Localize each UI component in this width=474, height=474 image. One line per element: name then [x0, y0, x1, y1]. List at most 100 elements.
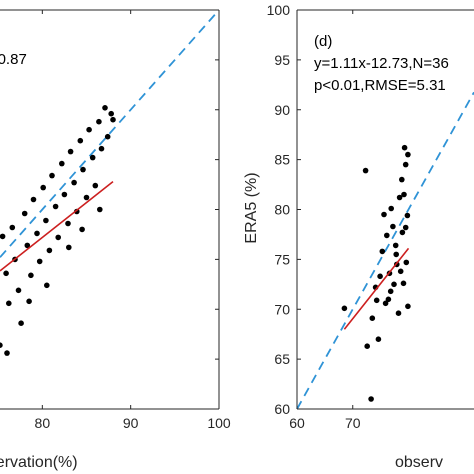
left-annotation-r: R=0.87	[0, 51, 27, 68]
data-point	[369, 315, 376, 322]
x-tick-label: 60	[289, 415, 305, 431]
data-point	[55, 234, 61, 241]
y-tick-label: 80	[274, 202, 290, 218]
data-point	[385, 296, 392, 303]
data-point	[395, 310, 402, 317]
data-point	[77, 137, 84, 144]
data-point	[49, 172, 55, 179]
data-point	[102, 105, 108, 111]
left-fit-line	[0, 180, 114, 272]
y-tick-label: 65	[274, 351, 290, 367]
data-point	[401, 144, 408, 151]
data-point	[401, 191, 407, 198]
y-tick-label: 90	[274, 102, 290, 118]
data-point	[108, 110, 114, 117]
data-point	[388, 205, 395, 212]
right-one-to-one-line	[296, 91, 474, 410]
data-point	[21, 210, 28, 217]
data-point	[393, 251, 400, 258]
data-point	[89, 154, 96, 161]
data-point	[404, 212, 411, 219]
regression-fit-line	[0, 180, 114, 272]
y-tick-label: 100	[267, 2, 291, 18]
data-point	[80, 166, 86, 173]
data-point	[362, 167, 369, 174]
left-x-tick-labels: 80 90 100	[35, 9, 231, 431]
data-point	[92, 182, 99, 189]
data-point	[402, 224, 409, 231]
data-point	[377, 273, 383, 280]
left-axes-frame	[0, 9, 220, 410]
data-point	[0, 342, 3, 348]
data-point	[373, 297, 380, 304]
data-point	[399, 229, 406, 236]
data-point	[71, 179, 77, 186]
data-point	[405, 151, 411, 158]
data-point	[59, 160, 65, 167]
data-point	[375, 336, 382, 343]
y-tick-label: 95	[274, 52, 290, 68]
data-point	[44, 282, 50, 289]
data-point	[52, 203, 59, 210]
data-point	[46, 247, 53, 254]
data-point	[65, 220, 71, 227]
x-tick-label: 100	[207, 415, 231, 431]
data-point	[97, 206, 103, 213]
data-point	[66, 244, 72, 251]
data-point	[43, 217, 49, 224]
data-point	[3, 270, 9, 277]
stats-p-rmse: p<0.01,RMSE=5.31	[314, 77, 446, 94]
data-point	[341, 305, 348, 312]
data-point	[397, 268, 404, 275]
y-tick-label: 70	[274, 301, 290, 317]
one-to-one-dashed-line	[0, 9, 220, 258]
data-point	[18, 320, 24, 327]
data-point	[403, 259, 410, 266]
x-tick-label: 80	[35, 415, 51, 431]
right-scatter-points	[341, 144, 411, 402]
data-point	[405, 303, 411, 310]
data-point	[6, 300, 12, 307]
data-point	[40, 184, 46, 191]
data-point	[379, 248, 386, 255]
data-point	[98, 145, 105, 152]
data-point	[86, 126, 92, 133]
data-point	[0, 233, 6, 240]
data-point	[4, 350, 10, 356]
regression-fit-line	[343, 247, 410, 330]
data-point	[381, 211, 387, 218]
right-y-axis-label: ERA5 (%)	[243, 172, 260, 243]
data-point	[391, 281, 397, 288]
data-point	[24, 242, 31, 249]
data-point	[74, 208, 80, 215]
data-point	[83, 194, 90, 201]
data-point	[384, 232, 390, 239]
data-point	[79, 226, 85, 233]
left-one-to-one-line	[0, 9, 220, 258]
regression-equation: y=1.11x-12.73,N=36	[314, 55, 449, 72]
data-point	[96, 118, 102, 125]
data-point	[368, 396, 374, 402]
data-point	[104, 133, 111, 140]
data-point	[364, 343, 371, 350]
data-point	[30, 196, 37, 203]
right-panel-d: 60 70 60 65 70 75 80 85 90 95 100 (d) y=1.11x-12.…	[243, 2, 474, 471]
x-tick-label: 90	[123, 415, 139, 431]
data-point	[396, 194, 403, 201]
data-point	[402, 161, 409, 168]
y-tick-label: 85	[274, 152, 290, 168]
one-to-one-dashed-line	[296, 91, 474, 410]
data-point	[400, 280, 407, 287]
data-point	[67, 148, 74, 155]
data-point	[34, 230, 40, 237]
data-point	[36, 258, 43, 265]
right-x-axis-label: observ	[395, 454, 443, 471]
data-point	[110, 116, 116, 123]
y-tick-label: 60	[274, 401, 290, 417]
right-y-tick-labels: 60 65 70 75 80 85 90 95 100	[267, 2, 301, 417]
data-point	[26, 298, 32, 305]
right-fit-line	[343, 247, 410, 330]
data-point	[387, 288, 394, 295]
data-point	[28, 272, 34, 279]
